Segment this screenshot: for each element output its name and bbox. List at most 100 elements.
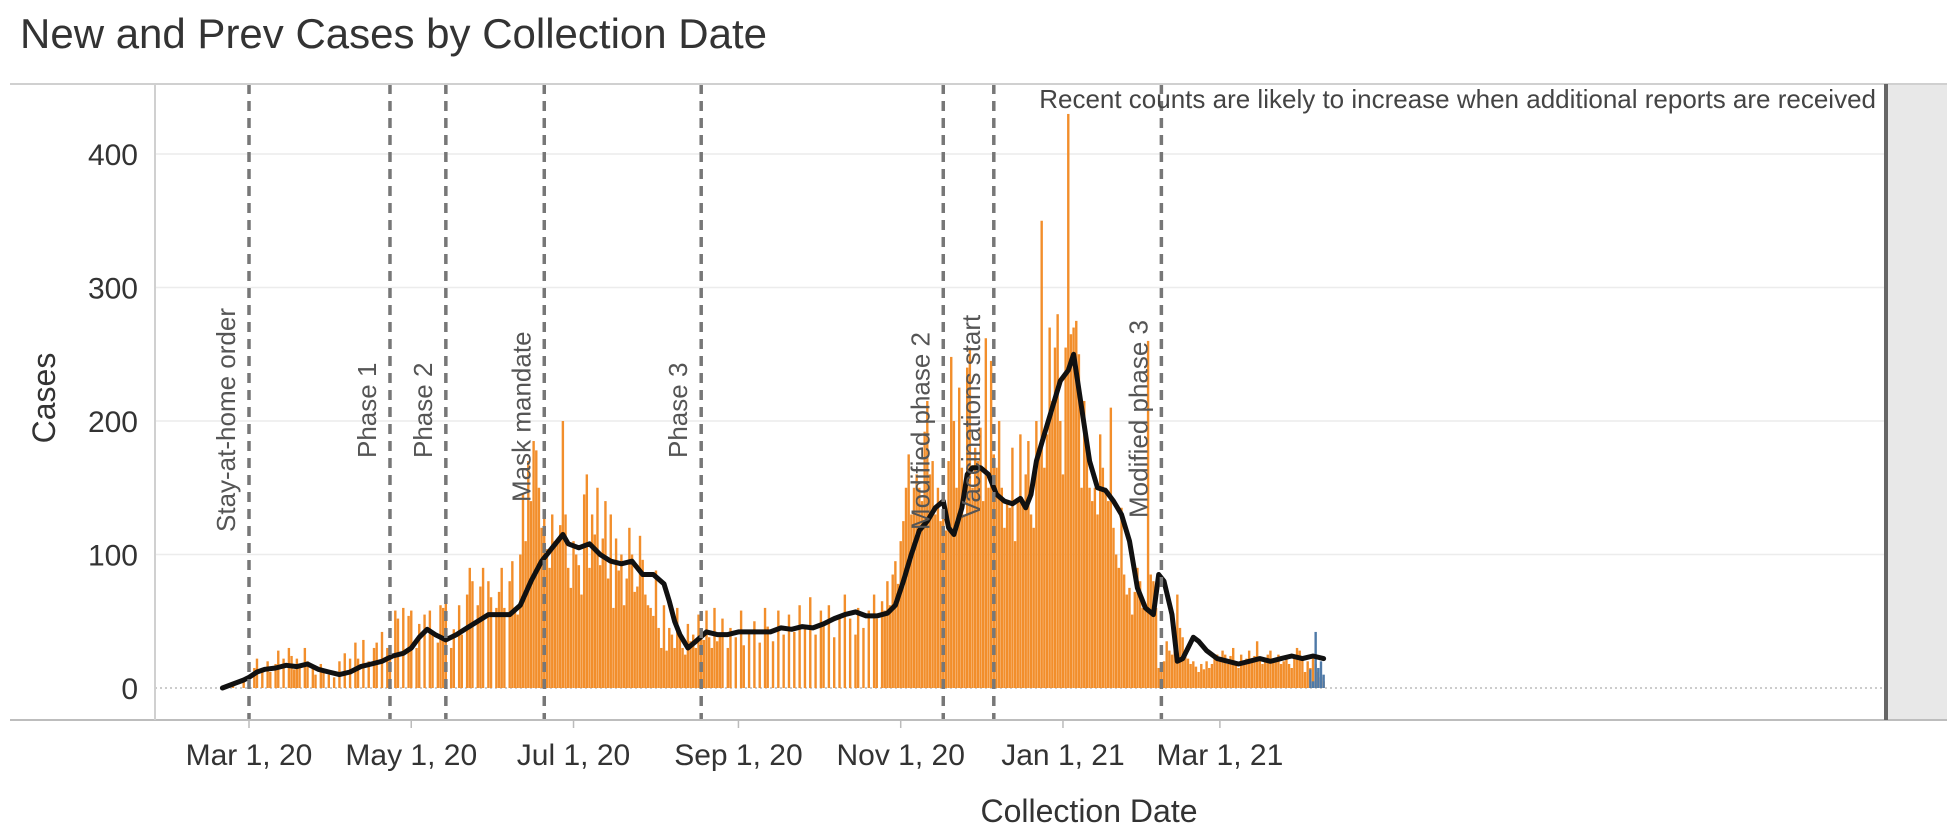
bar (521, 494, 525, 688)
bar (649, 607, 652, 688)
bar (1226, 663, 1230, 688)
bar (1037, 454, 1041, 688)
bar (1282, 661, 1285, 688)
bar (1290, 667, 1293, 688)
bar (827, 605, 831, 688)
bar (1303, 671, 1307, 688)
bar (428, 610, 432, 688)
bar (950, 356, 953, 688)
bar (500, 567, 503, 688)
bar (261, 671, 264, 688)
bar (944, 530, 948, 688)
bar (1059, 421, 1062, 688)
bar (556, 543, 559, 688)
bar (537, 487, 541, 688)
bar (1021, 501, 1025, 688)
bar (1263, 661, 1267, 688)
bar (545, 549, 549, 688)
bar (872, 594, 876, 688)
bar (883, 610, 886, 688)
bar-series (231, 113, 1325, 688)
bar (1040, 220, 1043, 688)
bar (582, 494, 586, 688)
bar (782, 634, 785, 688)
recent-counts-note: Recent counts are likely to increase whe… (1039, 84, 1876, 114)
bar (989, 360, 993, 688)
bar (1144, 607, 1147, 688)
x-tick-label: Sep 1, 20 (674, 739, 802, 772)
bar (585, 474, 589, 688)
recent-bar (1319, 661, 1323, 688)
y-tick-label: 200 (88, 406, 138, 439)
bar (489, 597, 493, 688)
bar (1184, 650, 1187, 688)
x-tick-label: Jul 1, 20 (517, 739, 630, 772)
bar (987, 487, 990, 688)
bar (1011, 447, 1014, 688)
bar (1200, 663, 1203, 688)
bar (567, 567, 570, 688)
bar (918, 487, 921, 688)
bar (630, 554, 634, 688)
bar (524, 541, 527, 688)
bar (1165, 641, 1168, 688)
bar (910, 514, 913, 688)
bar (574, 554, 578, 688)
bar (375, 642, 378, 688)
bar (1077, 354, 1081, 688)
moving-average-line (219, 351, 1327, 691)
bar (1072, 327, 1075, 688)
bar (1298, 650, 1301, 688)
bar (931, 461, 934, 688)
bar (1133, 591, 1136, 688)
bar (622, 605, 626, 688)
bar (516, 614, 519, 688)
bar (452, 629, 456, 688)
bar (654, 570, 658, 688)
bar (1258, 658, 1261, 688)
bar (819, 610, 823, 688)
bar (508, 581, 511, 688)
bar (915, 474, 918, 688)
bar (439, 605, 442, 688)
bar (793, 631, 796, 688)
bar (1003, 527, 1006, 688)
bar (465, 594, 469, 688)
bar (1261, 663, 1264, 688)
y-tick-label: 100 (88, 540, 138, 573)
bar (614, 538, 618, 688)
bar (966, 367, 969, 688)
bar (894, 561, 897, 688)
bar (1064, 347, 1067, 688)
bar (665, 650, 668, 688)
bar (1141, 607, 1144, 688)
bar (1035, 421, 1038, 688)
bar (673, 647, 676, 688)
bar (314, 674, 317, 688)
bar (1301, 658, 1304, 688)
bar (798, 605, 801, 688)
bar (332, 677, 336, 688)
bar (479, 586, 482, 688)
bar (976, 461, 980, 688)
bar (487, 581, 490, 688)
bar (997, 421, 1001, 688)
bar (620, 554, 623, 688)
bar (1213, 658, 1216, 688)
bar (896, 583, 900, 688)
bar (920, 501, 924, 688)
bar (386, 647, 389, 688)
bar (958, 387, 961, 688)
bar (1197, 671, 1200, 688)
bar (1208, 667, 1211, 688)
bar (1221, 650, 1224, 688)
bar (697, 614, 700, 688)
bar (577, 565, 581, 688)
bar (1045, 434, 1049, 688)
bar (684, 654, 687, 688)
bar (1210, 663, 1214, 688)
bar (1005, 501, 1009, 688)
bar (1162, 661, 1166, 688)
bar (904, 487, 908, 688)
bar (934, 514, 937, 688)
